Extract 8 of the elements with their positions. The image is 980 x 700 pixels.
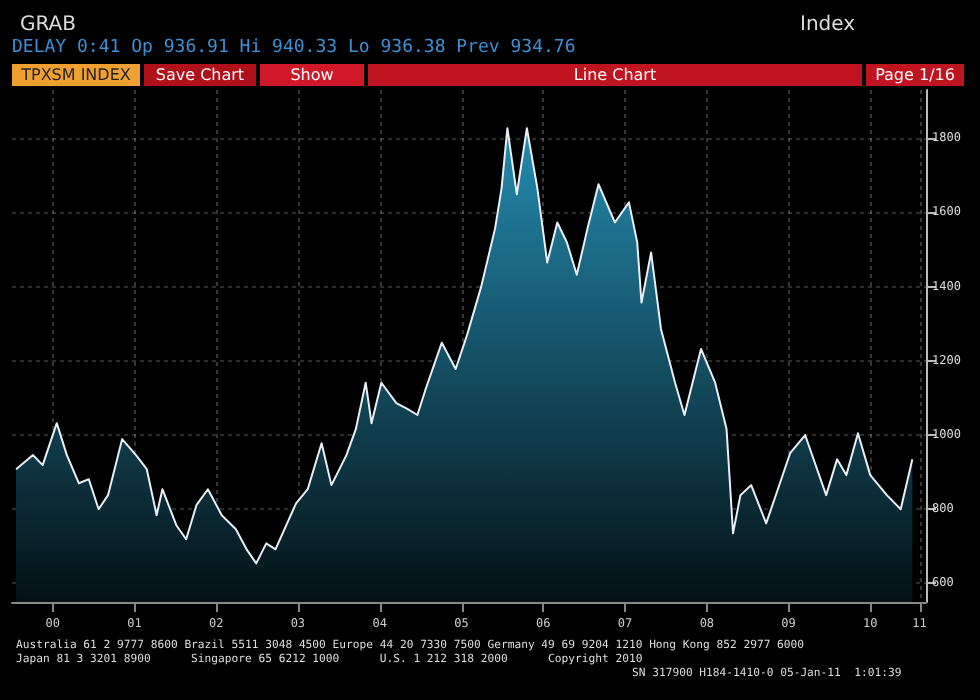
- text: Show: [260, 64, 364, 86]
- text: Index: [800, 14, 856, 36]
- text: DELAY 0:41 Op 936.91 Hi 940.33 Lo 936.38 Prev 934.76: [12, 38, 576, 58]
- chart-title: Line Chart: [368, 64, 862, 86]
- text: GRAB: [20, 14, 76, 36]
- text: TPXSM INDEX: [12, 64, 140, 86]
- text: Page 1/16: [866, 64, 964, 86]
- text: Save Chart: [144, 64, 256, 86]
